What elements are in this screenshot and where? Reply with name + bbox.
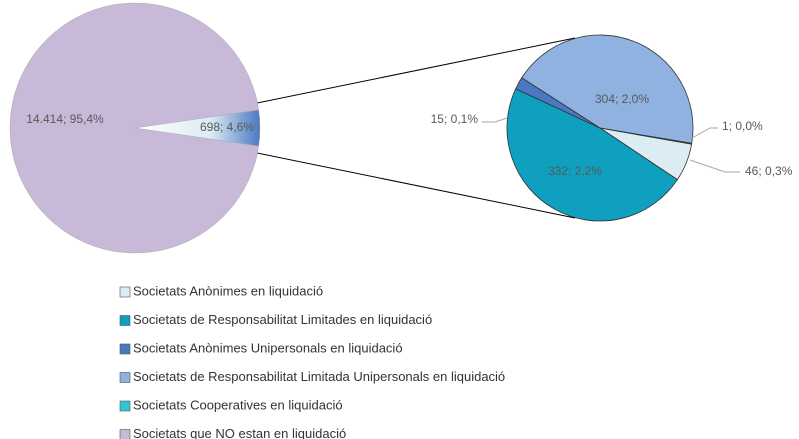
data-label: 1; 0,0% — [722, 119, 763, 133]
pie-slice — [506, 88, 678, 222]
pie-slice — [599, 127, 693, 145]
legend-label: Societats Anònimes en liquidació — [133, 283, 323, 298]
leader-line — [482, 117, 508, 123]
legend-label: Societats Anònimes Unipersonals en liqui… — [133, 340, 403, 355]
legend-label: Societats de Responsabilitat Limitada Un… — [133, 369, 505, 384]
data-label: 304; 2,0% — [595, 92, 649, 106]
legend-label: Societats que NO estan en liquidació — [133, 426, 346, 439]
pie-slice — [521, 34, 694, 144]
legend-label: Societats de Responsabilitat Limitades e… — [133, 312, 432, 327]
pie-slice — [9, 2, 259, 254]
leader-line — [691, 127, 718, 139]
legend-label: Societats Cooperatives en liquidació — [133, 397, 343, 412]
legend-swatch — [119, 372, 131, 383]
legend-swatch — [119, 315, 131, 326]
legend-swatch — [119, 400, 131, 412]
data-label: 698; 4,6% — [200, 120, 254, 134]
data-label: 15; 0,1% — [431, 112, 479, 126]
data-label: 46; 0,3% — [745, 164, 793, 178]
data-label: 332; 2,2% — [548, 164, 602, 178]
pie-slice — [134, 109, 261, 147]
data-label: 14.414; 95,4% — [26, 112, 104, 126]
legend-swatch — [119, 429, 131, 439]
legend-swatch — [119, 343, 131, 355]
legend-swatch — [119, 286, 131, 298]
leader-line — [689, 159, 740, 173]
